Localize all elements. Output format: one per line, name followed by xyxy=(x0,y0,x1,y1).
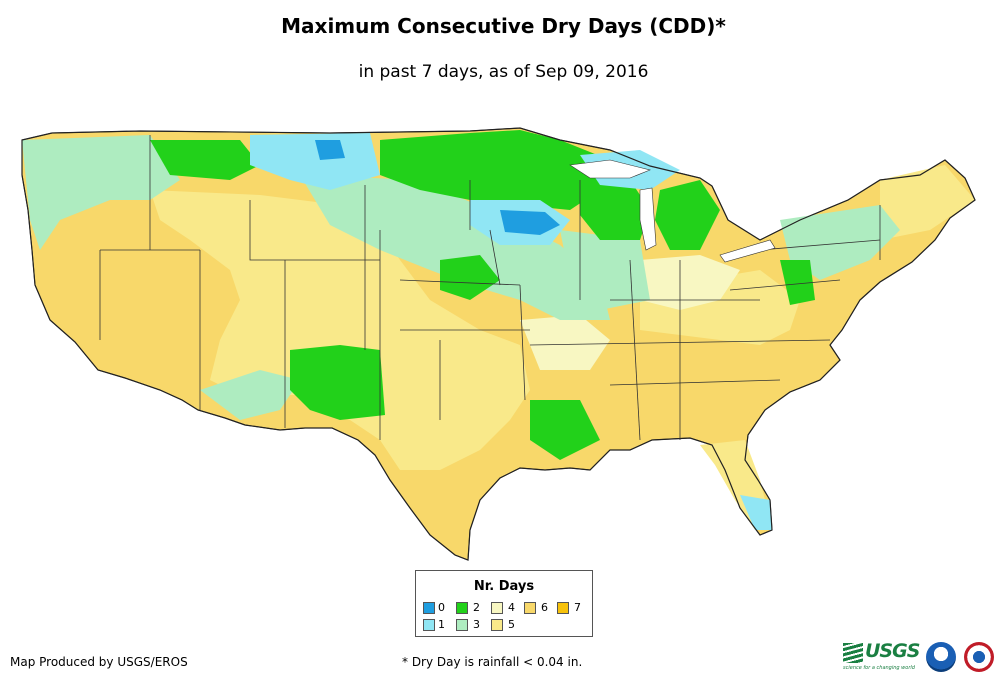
region-0-iowa xyxy=(500,210,560,235)
region-4-south xyxy=(520,315,610,370)
legend-swatch-3 xyxy=(456,619,468,631)
region-3-plains xyxy=(300,175,610,320)
legend-label-2: 2 xyxy=(473,601,480,614)
region-2-wisconsin xyxy=(580,180,650,240)
region-3-southwest xyxy=(200,370,300,420)
region-3-midwest xyxy=(560,230,650,310)
legend-label-4: 4 xyxy=(508,601,515,614)
nws-logo-icon[interactable] xyxy=(964,642,994,672)
region-5-central xyxy=(150,190,530,470)
legend-label-3: 3 xyxy=(473,618,480,631)
region-2-nebraska xyxy=(440,255,500,300)
legend-swatch-0 xyxy=(423,602,435,614)
map-title: Maximum Consecutive Dry Days (CDD)* xyxy=(281,14,726,38)
legend-swatch-5 xyxy=(491,619,503,631)
lake-michigan xyxy=(639,187,657,251)
map-subtitle: in past 7 days, as of Sep 09, 2016 xyxy=(358,62,649,82)
region-2-newmexico xyxy=(290,345,385,420)
noaa-logo-icon[interactable] xyxy=(926,642,956,672)
usgs-mark-icon xyxy=(843,643,863,663)
region-0-north xyxy=(315,140,345,160)
legend-swatch-4 xyxy=(491,602,503,614)
state-lines xyxy=(99,135,881,441)
region-2-montana xyxy=(150,140,260,180)
legend-swatch-7 xyxy=(557,602,569,614)
legend-label-0: 0 xyxy=(438,601,445,614)
legend-swatch-6 xyxy=(524,602,536,614)
region-1-florida xyxy=(740,495,772,530)
usgs-wordmark: USGS xyxy=(865,640,920,662)
lake-superior xyxy=(569,159,651,179)
region-2-dakotas xyxy=(380,130,610,210)
region-2-virginia xyxy=(780,260,815,305)
usgs-tagline: science for a changing world xyxy=(843,665,915,671)
region-4-ohio xyxy=(640,255,740,310)
legend-swatch-2 xyxy=(456,602,468,614)
producer-credit: Map Produced by USGS/EROS xyxy=(10,655,188,669)
legend-label-1: 1 xyxy=(438,618,445,631)
legend-label-6: 6 xyxy=(541,601,548,614)
region-2-louisiana xyxy=(530,400,600,460)
region-5-north xyxy=(880,165,975,240)
us-border xyxy=(21,127,976,561)
region-2-michigan xyxy=(655,180,720,250)
legend-title: Nr. Days xyxy=(473,579,535,594)
legend-label-5: 5 xyxy=(508,618,515,631)
legend-swatch-1 xyxy=(423,619,435,631)
region-3-northwest xyxy=(22,135,180,250)
usgs-logo[interactable]: USGS science for a changing world xyxy=(843,640,920,671)
lake-erie xyxy=(719,239,776,263)
legend-label-7: 7 xyxy=(574,601,581,614)
dry-day-note: * Dry Day is rainfall < 0.04 in. xyxy=(402,655,583,669)
legend: Nr. Days 0 1 2 3 4 5 6 7 xyxy=(415,570,593,637)
region-1-north xyxy=(250,133,380,190)
